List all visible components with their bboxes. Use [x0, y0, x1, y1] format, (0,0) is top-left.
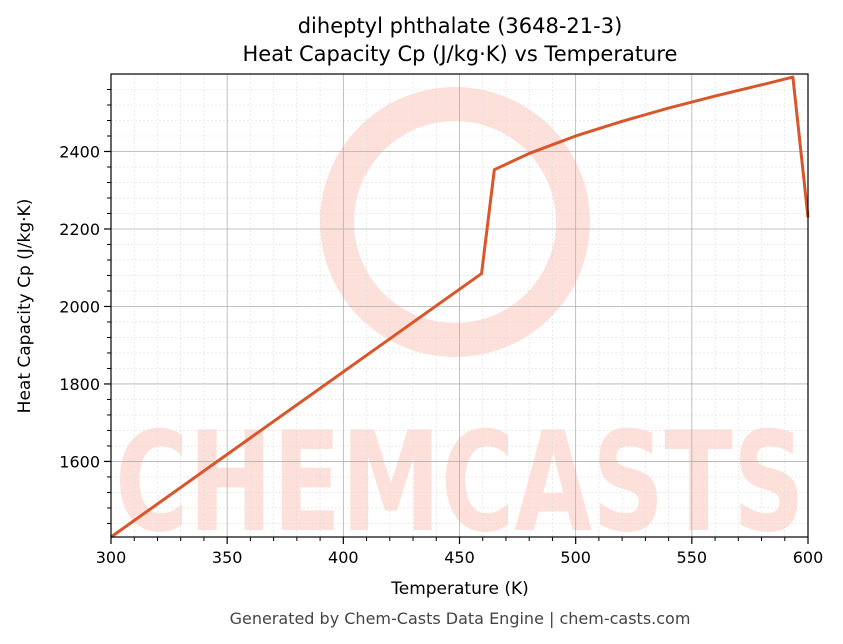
x-tick-label: 450: [444, 548, 475, 567]
axis-ticks: 300 350 400 450 500 550 600 1600 1800 2000 2200 240…: [59, 88, 824, 567]
x-tick-label: 600: [793, 548, 824, 567]
y-tick-label: 2200: [59, 220, 100, 239]
y-tick-label: 1800: [59, 375, 100, 394]
y-tick-label: 2400: [59, 142, 100, 161]
chart-subtitle: Heat Capacity Cp (J/kg·K) vs Temperature: [243, 42, 678, 66]
y-axis-label: Heat Capacity Cp (J/kg·K): [15, 199, 35, 414]
watermark-logo-ring: [320, 87, 590, 357]
x-tick-label: 400: [328, 548, 359, 567]
y-tick-label: 1600: [59, 452, 100, 471]
x-tick-label: 300: [96, 548, 127, 567]
x-tick-label: 350: [212, 548, 243, 567]
x-tick-label: 500: [560, 548, 591, 567]
watermark-text: CHEMCASTS: [115, 402, 805, 563]
y-tick-label: 2000: [59, 297, 100, 316]
watermark: CHEMCASTS: [115, 87, 805, 563]
chart-title: diheptyl phthalate (3648-21-3): [298, 14, 623, 38]
x-axis-label: Temperature (K): [390, 579, 529, 599]
footer-credit: Generated by Chem-Casts Data Engine | ch…: [230, 609, 691, 628]
series-layer: [110, 75, 810, 539]
series-line: [110, 75, 810, 539]
x-tick-label: 550: [677, 548, 708, 567]
